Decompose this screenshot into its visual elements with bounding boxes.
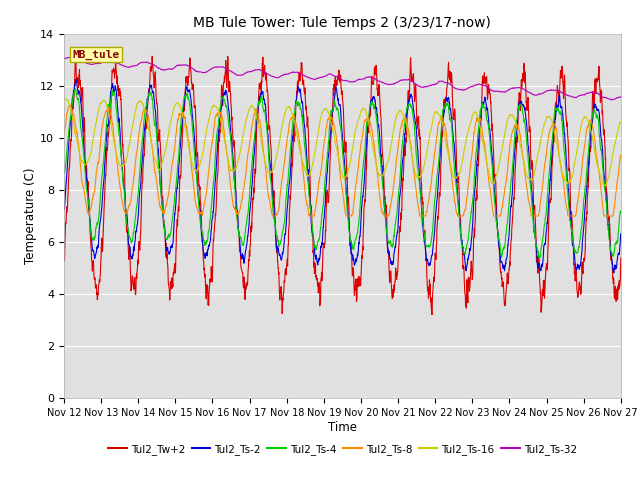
- Tul2_Ts-8: [216, 109, 223, 115]
- Tul2_Ts-4: [504, 209, 512, 215]
- Line: Tul2_Tw+2: Tul2_Tw+2: [64, 56, 621, 315]
- Tul2_Ts-4: [617, 208, 625, 214]
- X-axis label: Time: Time: [328, 421, 357, 434]
- Tul2_Ts-4: [568, 230, 576, 236]
- Tul2_Ts-2: [359, 193, 367, 199]
- Tul2_Ts-16: [568, 174, 575, 180]
- Tul2_Ts-2: [60, 206, 68, 212]
- Y-axis label: Temperature (C): Temperature (C): [24, 168, 37, 264]
- Title: MB Tule Tower: Tule Temps 2 (3/23/17-now): MB Tule Tower: Tule Temps 2 (3/23/17-now…: [193, 16, 492, 30]
- Tul2_Ts-8: [60, 132, 68, 138]
- Tul2_Ts-32: [584, 90, 591, 96]
- Tul2_Ts-32: [68, 54, 76, 60]
- Tul2_Tw+2: [584, 192, 591, 198]
- Tul2_Ts-16: [60, 96, 68, 102]
- Tul2_Ts-4: [60, 170, 68, 176]
- Tul2_Ts-8: [505, 155, 513, 160]
- Tul2_Tw+2: [617, 255, 625, 261]
- Tul2_Ts-16: [359, 106, 367, 111]
- Tul2_Ts-16: [504, 115, 512, 121]
- Tul2_Ts-4: [584, 157, 591, 163]
- Tul2_Ts-32: [504, 87, 512, 93]
- Tul2_Ts-32: [617, 94, 625, 100]
- Tul2_Ts-2: [610, 270, 618, 276]
- Tul2_Ts-2: [216, 115, 223, 120]
- Tul2_Tw+2: [568, 218, 576, 224]
- Tul2_Ts-4: [371, 107, 379, 112]
- Tul2_Tw+2: [428, 312, 436, 318]
- Tul2_Ts-32: [371, 76, 379, 82]
- Tul2_Ts-4: [535, 255, 543, 261]
- Tul2_Ts-8: [269, 213, 276, 219]
- Tul2_Ts-32: [60, 56, 68, 62]
- Tul2_Tw+2: [60, 254, 68, 260]
- Tul2_Ts-4: [216, 111, 223, 117]
- Tul2_Ts-8: [371, 149, 379, 155]
- Tul2_Ts-2: [617, 231, 625, 237]
- Tul2_Tw+2: [359, 243, 367, 249]
- Line: Tul2_Ts-4: Tul2_Ts-4: [64, 89, 621, 258]
- Tul2_Ts-2: [504, 237, 512, 242]
- Tul2_Tw+2: [216, 139, 223, 144]
- Tul2_Ts-16: [600, 183, 607, 189]
- Tul2_Ts-16: [216, 112, 223, 118]
- Tul2_Ts-4: [72, 86, 79, 92]
- Line: Tul2_Ts-16: Tul2_Ts-16: [64, 99, 621, 186]
- Tul2_Tw+2: [505, 272, 513, 278]
- Tul2_Ts-2: [568, 233, 575, 239]
- Tul2_Ts-4: [359, 168, 367, 174]
- Tul2_Ts-32: [568, 94, 575, 99]
- Tul2_Ts-8: [617, 152, 625, 158]
- Tul2_Ts-8: [568, 213, 576, 219]
- Tul2_Tw+2: [148, 53, 156, 59]
- Line: Tul2_Ts-8: Tul2_Ts-8: [64, 105, 621, 216]
- Tul2_Ts-32: [359, 76, 367, 82]
- Tul2_Ts-2: [72, 76, 80, 82]
- Tul2_Ts-32: [607, 97, 614, 103]
- Tul2_Ts-8: [66, 102, 74, 108]
- Text: MB_tule: MB_tule: [72, 49, 120, 60]
- Tul2_Ts-2: [371, 96, 379, 101]
- Line: Tul2_Ts-2: Tul2_Ts-2: [64, 79, 621, 273]
- Legend: Tul2_Tw+2, Tul2_Ts-2, Tul2_Ts-4, Tul2_Ts-8, Tul2_Ts-16, Tul2_Ts-32: Tul2_Tw+2, Tul2_Ts-2, Tul2_Ts-4, Tul2_Ts…: [104, 440, 581, 459]
- Tul2_Ts-16: [584, 116, 591, 121]
- Tul2_Ts-32: [216, 64, 223, 70]
- Line: Tul2_Ts-32: Tul2_Ts-32: [64, 57, 621, 100]
- Tul2_Ts-8: [584, 124, 591, 130]
- Tul2_Tw+2: [371, 64, 379, 70]
- Tul2_Ts-8: [359, 129, 367, 135]
- Tul2_Ts-16: [61, 96, 68, 102]
- Tul2_Ts-16: [371, 154, 379, 159]
- Tul2_Ts-16: [617, 120, 625, 126]
- Tul2_Ts-2: [584, 178, 591, 183]
